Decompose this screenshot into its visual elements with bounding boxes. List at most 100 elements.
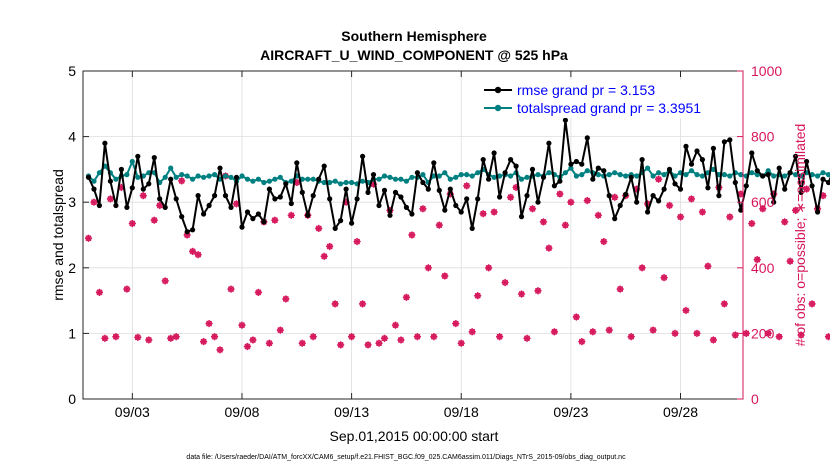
rmse-point: [486, 176, 492, 182]
obs-count-marker: [276, 326, 284, 334]
obs-count-marker: [424, 264, 432, 272]
rmse-point: [179, 214, 185, 220]
y-left-tick-label: 4: [68, 129, 76, 145]
totalspread-point: [272, 176, 278, 182]
rmse-point: [612, 216, 618, 222]
rmse-point: [206, 202, 212, 209]
rmse-point: [568, 161, 574, 167]
rmse-point: [639, 157, 645, 163]
obs-count-marker: [797, 331, 805, 339]
rmse-point: [184, 229, 190, 235]
rmse-point: [332, 225, 338, 231]
totalspread-point: [321, 179, 327, 186]
totalspread-point: [562, 170, 569, 176]
legend-rmse-label: rmse grand pr = 3.153: [517, 82, 655, 98]
rmse-point: [787, 170, 793, 176]
totalspread-point: [179, 172, 185, 178]
rmse-point: [447, 186, 453, 192]
rmse-point: [420, 179, 426, 186]
rmse-point: [557, 178, 563, 184]
obs-count-marker: [326, 242, 334, 251]
totalspread-point: [524, 174, 530, 180]
obs-count-marker: [764, 329, 772, 337]
totalspread-point: [387, 174, 393, 180]
obs-count-marker: [106, 195, 115, 203]
totalspread-point: [672, 173, 678, 179]
y-left-tick-label: 5: [68, 63, 76, 79]
x-tick-label: 09/13: [334, 404, 369, 420]
totalspread-point: [244, 176, 251, 182]
obs-count-series: [84, 172, 830, 354]
obs-count-marker: [282, 295, 290, 303]
rmse-point: [458, 209, 464, 215]
obs-count-marker: [748, 219, 756, 228]
obs-count-marker: [802, 185, 811, 193]
y-right-tick-label: 200: [751, 325, 775, 341]
obs-count-marker: [457, 339, 465, 347]
totalspread-point: [508, 173, 514, 179]
totalspread-point: [190, 176, 196, 182]
rmse-point: [146, 181, 152, 187]
rmse-point: [683, 143, 689, 149]
obs-count-marker: [682, 306, 690, 315]
totalspread-point: [91, 178, 97, 184]
rmse-point: [244, 209, 251, 215]
rmse-point: [85, 174, 92, 180]
totalspread-point: [447, 176, 453, 182]
totalspread-point: [129, 158, 135, 165]
y-right-axis-ticks: 0 200 400 600 800 1000: [737, 63, 782, 407]
rmse-point: [162, 204, 168, 210]
rmse-point: [776, 165, 782, 171]
totalspread-point: [573, 173, 580, 179]
obs-count-marker: [189, 247, 197, 255]
obs-count-marker: [638, 264, 646, 272]
rmse-point: [771, 199, 777, 205]
rmse-point: [634, 199, 640, 205]
totalspread-point: [305, 176, 311, 182]
obs-count-marker: [364, 341, 372, 349]
rmse-point: [392, 189, 399, 195]
rmse-point: [540, 174, 547, 180]
obs-count-marker: [605, 326, 613, 334]
obs-count-marker: [128, 219, 136, 228]
obs-count-marker: [781, 218, 789, 226]
obs-count-marker: [485, 264, 493, 272]
obs-count-marker: [238, 321, 246, 329]
obs-count-marker: [331, 300, 339, 308]
rmse-point: [562, 117, 569, 123]
rmse-point: [820, 176, 826, 182]
totalspread-point: [738, 172, 744, 178]
totalspread-point: [266, 178, 272, 184]
rmse-point: [250, 216, 256, 222]
totalspread-point: [349, 179, 355, 186]
obs-count-marker: [501, 278, 509, 287]
totalspread-point: [96, 170, 102, 176]
obs-count-marker: [775, 333, 783, 341]
obs-count-marker: [616, 285, 624, 293]
rmse-point: [601, 168, 607, 174]
rmse-point: [584, 135, 590, 141]
totalspread-point: [124, 172, 130, 178]
obs-count-marker: [545, 244, 553, 252]
rmse-point: [370, 172, 377, 178]
obs-count-marker: [517, 290, 526, 298]
totalspread-point: [409, 174, 415, 180]
y-right-axis-label: # of obs: o=possible; ∗=assimilated: [792, 124, 808, 347]
totalspread-point: [338, 181, 344, 187]
rmse-point: [721, 139, 728, 145]
rmse-point: [327, 196, 333, 202]
y-right-tick-label: 400: [751, 260, 775, 276]
obs-count-marker: [216, 346, 224, 354]
obs-count-marker: [84, 234, 93, 242]
x-tick-label: 09/23: [553, 404, 588, 420]
rmse-point: [699, 157, 706, 163]
rmse-point: [398, 194, 404, 200]
rmse-point: [107, 178, 113, 184]
rmse-point: [760, 173, 766, 179]
obs-count-marker: [824, 333, 830, 341]
rmse-point: [124, 204, 130, 210]
y-left-tick-label: 3: [68, 194, 76, 210]
rmse-point: [129, 185, 135, 191]
totalspread-point: [250, 178, 256, 184]
chart-title-line2: AIRCRAFT_U_WIND_COMPONENT @ 525 hPa: [260, 47, 568, 63]
